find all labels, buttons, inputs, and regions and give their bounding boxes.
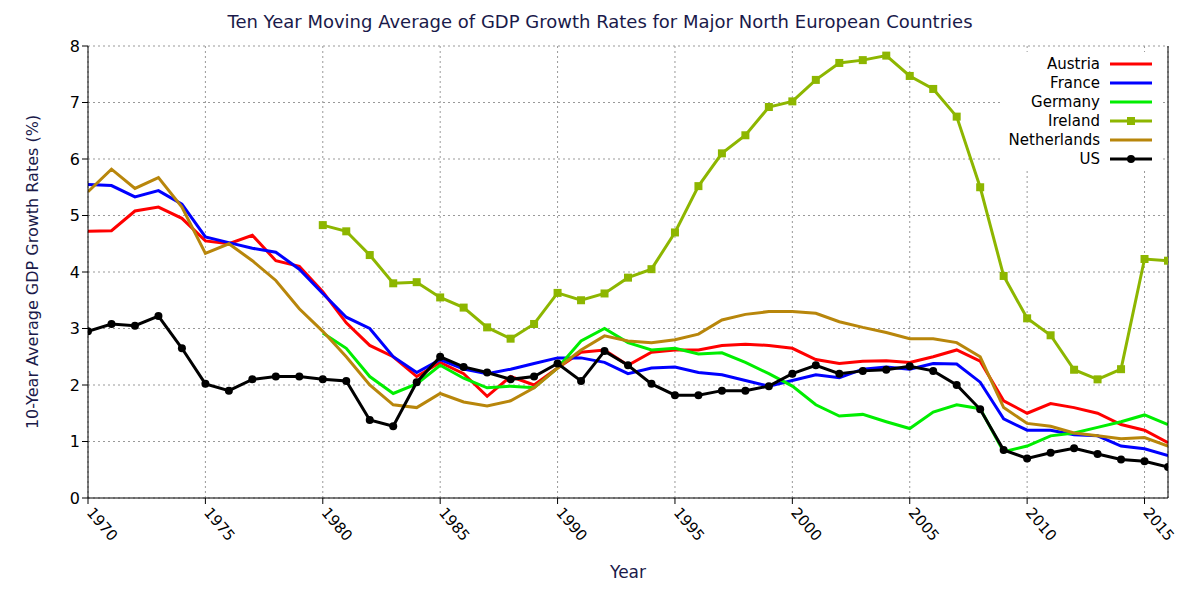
html-text:Ireland: Ireland bbox=[1048, 111, 1100, 130]
html-text:Austria: Austria bbox=[1047, 54, 1100, 73]
svg-text:6: 6 bbox=[70, 150, 80, 169]
svg-text:2005: 2005 bbox=[905, 504, 943, 545]
svg-text:7: 7 bbox=[70, 93, 80, 112]
svg-text:1975: 1975 bbox=[200, 504, 238, 545]
svg-text:2000: 2000 bbox=[787, 504, 825, 545]
html-text:US: US bbox=[1079, 149, 1100, 168]
svg-text:0: 0 bbox=[70, 489, 80, 508]
svg-text:3: 3 bbox=[70, 319, 80, 338]
svg-text:Year: Year bbox=[609, 562, 646, 582]
svg-text:1990: 1990 bbox=[552, 504, 590, 545]
html-text:France: France bbox=[1050, 73, 1100, 92]
svg-text:2010: 2010 bbox=[1022, 504, 1060, 545]
svg-text:1985: 1985 bbox=[435, 504, 473, 545]
html-text:Ten Year Moving Average of GDP: Ten Year Moving Average of GDP Growth Ra… bbox=[227, 11, 973, 32]
html-text:Netherlands: Netherlands bbox=[1008, 130, 1100, 149]
svg-text:1970: 1970 bbox=[83, 504, 121, 545]
svg-text:5: 5 bbox=[70, 206, 80, 225]
html-text:Germany: Germany bbox=[1031, 92, 1100, 111]
svg-text:8: 8 bbox=[70, 37, 80, 56]
svg-text:1: 1 bbox=[70, 432, 80, 451]
svg-text:2: 2 bbox=[70, 376, 80, 395]
svg-text:10-Year Average GDP Growth Rat: 10-Year Average GDP Growth Rates (%) bbox=[23, 115, 42, 429]
svg-text:1995: 1995 bbox=[670, 504, 708, 545]
svg-text:1980: 1980 bbox=[318, 504, 356, 545]
svg-text:2015: 2015 bbox=[1139, 504, 1177, 545]
svg-text:4: 4 bbox=[70, 263, 80, 282]
